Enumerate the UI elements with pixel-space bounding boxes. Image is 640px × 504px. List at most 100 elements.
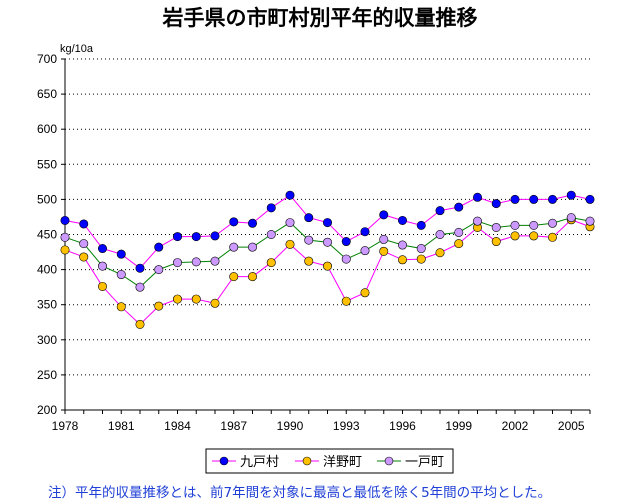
point-s0-1990 xyxy=(285,190,295,200)
x-tick-label-2005: 2005 xyxy=(558,419,585,433)
point-s2-1996 xyxy=(397,240,407,250)
y-tick-label-300: 300 xyxy=(37,333,57,347)
point-s1-1986 xyxy=(210,298,220,308)
point-s0-2000 xyxy=(472,192,482,202)
point-s0-1978 xyxy=(60,215,70,225)
series-line-0 xyxy=(64,194,591,269)
legend-item-kunohe: 九戸村 xyxy=(212,455,279,470)
point-s0-2003 xyxy=(529,194,539,204)
point-s0-1995 xyxy=(379,210,389,220)
legend-label-ichinohe: 一戸町 xyxy=(405,455,444,470)
chart-title: 岩手県の市町村別平年的収量推移 xyxy=(162,6,478,30)
y-tick-label-600: 600 xyxy=(37,122,57,136)
point-s1-1998 xyxy=(435,248,445,258)
point-s1-1981 xyxy=(116,302,126,312)
legend-marker-kunohe xyxy=(219,456,229,466)
point-s1-2003 xyxy=(529,231,539,241)
point-s0-1983 xyxy=(154,242,164,252)
x-tick-label-1990: 1990 xyxy=(277,419,304,433)
point-s2-1986 xyxy=(210,256,220,266)
point-s0-1994 xyxy=(360,227,370,237)
point-s2-1995 xyxy=(379,234,389,244)
y-tick-label-200: 200 xyxy=(37,403,57,417)
point-s2-2000 xyxy=(472,216,482,226)
y-axis-unit-label: kg/10a xyxy=(60,43,94,55)
y-tick-label-250: 250 xyxy=(37,368,57,382)
point-s0-1988 xyxy=(248,218,258,228)
point-s2-1998 xyxy=(435,230,445,240)
point-s0-1998 xyxy=(435,206,445,216)
legend-label-hirono: 洋野町 xyxy=(323,455,362,470)
point-s1-1983 xyxy=(154,301,164,311)
series-markers xyxy=(60,190,595,329)
x-tick-label-1978: 1978 xyxy=(52,419,79,433)
y-tick-label-350: 350 xyxy=(37,298,57,312)
point-s0-1980 xyxy=(98,244,108,254)
point-s0-1985 xyxy=(191,232,201,242)
legend-label-kunohe: 九戸村 xyxy=(240,455,279,470)
point-s2-1980 xyxy=(98,261,108,271)
point-s2-1981 xyxy=(116,270,126,280)
legend: 九戸村 洋野町 一戸町 xyxy=(205,448,454,474)
point-s0-1979 xyxy=(79,219,89,229)
y-tick-label-500: 500 xyxy=(37,192,57,206)
point-s1-1989 xyxy=(266,258,276,268)
point-s1-1990 xyxy=(285,239,295,249)
point-s0-1986 xyxy=(210,231,220,241)
point-s1-2002 xyxy=(510,231,520,241)
point-s1-1979 xyxy=(79,252,89,262)
point-s1-1996 xyxy=(397,255,407,265)
point-s1-1994 xyxy=(360,288,370,298)
point-s2-1979 xyxy=(79,239,89,249)
x-tick-label-2002: 2002 xyxy=(502,419,529,433)
point-s2-1990 xyxy=(285,218,295,228)
point-s2-1987 xyxy=(229,242,239,252)
legend-box xyxy=(205,448,454,474)
point-s1-1984 xyxy=(173,294,183,304)
point-s1-1980 xyxy=(98,281,108,291)
point-s2-1994 xyxy=(360,246,370,256)
point-s1-1985 xyxy=(191,294,201,304)
legend-marker-hirono xyxy=(302,456,312,466)
point-s1-1988 xyxy=(248,272,258,282)
point-s2-2003 xyxy=(529,220,539,230)
point-s0-2005 xyxy=(566,190,576,200)
point-s2-1985 xyxy=(191,257,201,267)
point-s0-1992 xyxy=(322,218,332,228)
point-s2-1993 xyxy=(341,254,351,264)
point-s1-1999 xyxy=(454,239,464,249)
point-s2-1983 xyxy=(154,265,164,275)
point-s0-1993 xyxy=(341,237,351,247)
point-s1-1997 xyxy=(416,254,426,264)
point-s1-1982 xyxy=(135,319,145,329)
point-s2-2006 xyxy=(585,216,595,226)
legend-item-hirono: 洋野町 xyxy=(295,455,362,470)
y-tick-label-700: 700 xyxy=(37,52,57,66)
point-s0-2004 xyxy=(547,194,557,204)
point-s0-1997 xyxy=(416,220,426,230)
point-s2-1991 xyxy=(304,235,314,245)
x-tick-label-1996: 1996 xyxy=(389,419,416,433)
point-s0-1999 xyxy=(454,202,464,212)
point-s2-1982 xyxy=(135,282,145,292)
x-tick-label-1981: 1981 xyxy=(108,419,135,433)
x-tick-label-1999: 1999 xyxy=(445,419,472,433)
gridlines xyxy=(65,58,590,376)
point-s1-1992 xyxy=(322,261,332,271)
point-s1-2004 xyxy=(547,232,557,242)
legend-marker-ichinohe xyxy=(384,456,394,466)
point-s2-1999 xyxy=(454,227,464,237)
series-line-2 xyxy=(64,217,591,288)
point-s0-1982 xyxy=(135,263,145,273)
point-s1-1993 xyxy=(341,296,351,306)
x-tick-label-1984: 1984 xyxy=(164,419,191,433)
point-s2-1978 xyxy=(60,232,70,242)
point-s0-1996 xyxy=(397,215,407,225)
legend-item-ichinohe: 一戸町 xyxy=(377,455,444,470)
point-s0-1987 xyxy=(229,217,239,227)
point-s1-1978 xyxy=(60,245,70,255)
x-tick-label-1987: 1987 xyxy=(220,419,247,433)
point-s2-1989 xyxy=(266,230,276,240)
point-s1-1995 xyxy=(379,246,389,256)
